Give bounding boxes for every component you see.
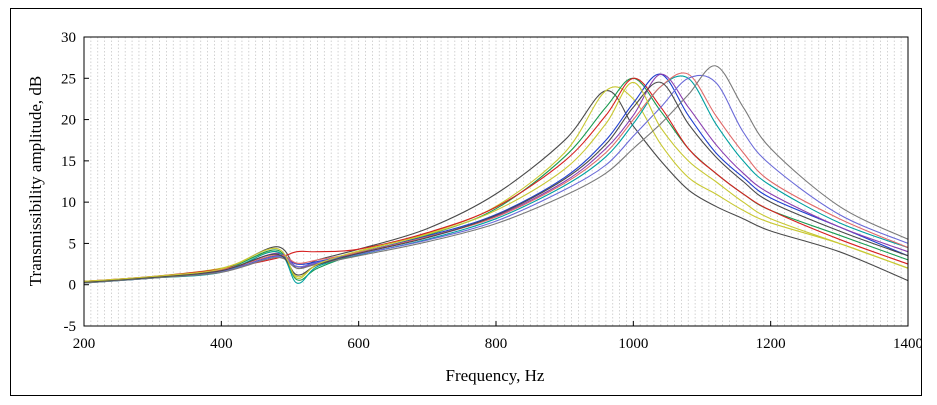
series-line-7 — [83, 75, 909, 284]
y-tick-label: 10 — [61, 195, 76, 211]
x-tick-label: 400 — [210, 336, 233, 352]
x-axis-label: Frequency, Hz — [446, 366, 545, 385]
y-tick-label: 15 — [61, 154, 76, 170]
figure-frame: 200 400 600 800 1000 1200 1400 -5 0 5 10 15 20 25 30 F… — [10, 8, 922, 396]
x-tick-label: 200 — [73, 336, 96, 352]
series-line-6 — [83, 73, 909, 283]
y-tick-label: 0 — [69, 278, 77, 294]
series-line-9 — [83, 74, 909, 283]
x-tick-label: 800 — [485, 336, 508, 352]
series-line-12 — [83, 81, 909, 282]
axes — [83, 36, 909, 327]
x-tick-label: 1200 — [756, 336, 786, 352]
series-line-4 — [83, 77, 909, 282]
tick-labels: 200 400 600 800 1000 1200 1400 -5 0 5 10 15 20 25 30 — [61, 30, 921, 352]
y-axis-label: Transmissibility amplitude, dB — [26, 76, 45, 286]
x-tick-label: 600 — [347, 336, 370, 352]
data-series — [83, 65, 909, 284]
series-line-8 — [83, 72, 909, 282]
x-tick-label: 1400 — [893, 336, 921, 352]
y-tick-label: 30 — [61, 30, 76, 46]
y-tick-label: 20 — [61, 113, 76, 129]
series-line-1 — [83, 90, 909, 283]
series-line-11 — [83, 81, 909, 283]
transmissibility-chart: 200 400 600 800 1000 1200 1400 -5 0 5 10 15 20 25 30 F… — [26, 30, 921, 385]
series-line-5 — [83, 73, 909, 284]
x-tick-label: 1000 — [618, 336, 648, 352]
y-tick-label: 5 — [69, 236, 77, 252]
grid-lines — [90, 37, 902, 326]
series-line-10 — [83, 65, 909, 284]
y-tick-label: -5 — [64, 319, 77, 335]
y-tick-label: 25 — [61, 71, 76, 87]
